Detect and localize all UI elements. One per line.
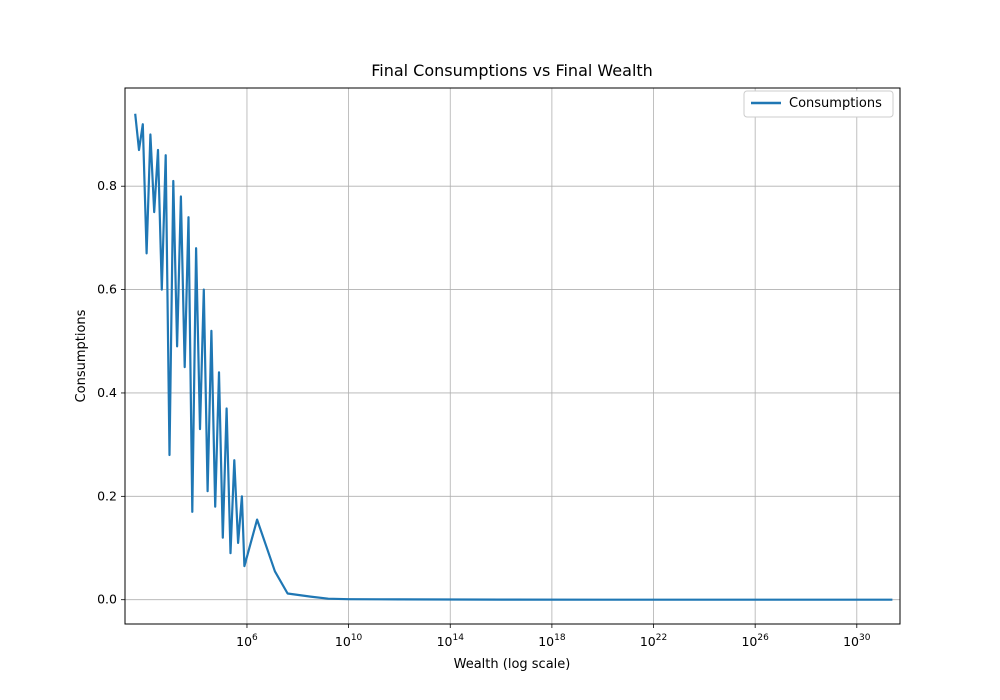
- y-axis-ticks: 0.0 0.2 0.4 0.6 0.8: [97, 178, 125, 607]
- y-tick-label: 0.2: [97, 488, 117, 503]
- series-line-consumptions: [134, 113, 893, 601]
- chart-title: Final Consumptions vs Final Wealth: [371, 61, 653, 80]
- y-tick-label: 0.6: [97, 282, 117, 297]
- plot-frame: [124, 87, 901, 625]
- legend-label-consumptions: Consumptions: [789, 96, 882, 111]
- legend: Consumptions: [743, 90, 894, 118]
- y-tick-label: 0.4: [97, 385, 117, 400]
- series-layer: [134, 113, 893, 601]
- grid-lines: [125, 88, 900, 624]
- y-tick-label: 0.0: [97, 592, 117, 607]
- x-axis-label: Wealth (log scale): [454, 657, 571, 672]
- y-axis-label: Consumptions: [74, 309, 89, 402]
- legend-box: [743, 90, 894, 118]
- y-tick-label: 0.8: [97, 178, 117, 193]
